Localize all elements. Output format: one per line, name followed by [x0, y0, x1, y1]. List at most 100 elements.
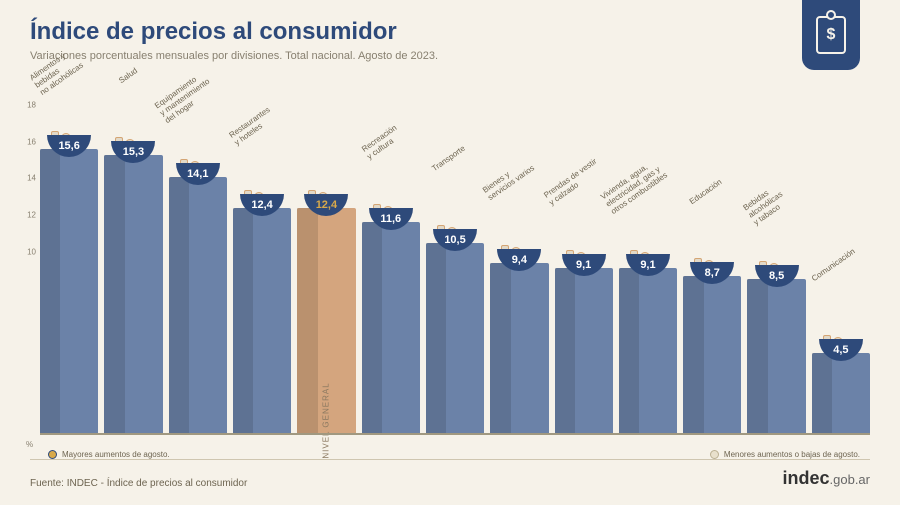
- bar-category-icon: 15,6: [47, 113, 91, 157]
- bar-label: Bebidasalcohólicasy tabaco: [742, 183, 790, 227]
- bar-label: Educación: [689, 178, 725, 207]
- bar-shadow: [40, 149, 60, 435]
- bar-category-icon: 11,6: [369, 186, 413, 230]
- bar-wrap: 9,1Vivienda, agua,electricidad, gas yotr…: [619, 105, 677, 435]
- legend-dot-low: [710, 450, 719, 459]
- bars-container: 15,6Alimentos ybebidasno alcohólicas15,3…: [40, 105, 870, 435]
- bar-label: Recreacióny cultura: [360, 124, 403, 162]
- price-tag-icon: $: [816, 16, 846, 54]
- value-bowl: 12,4: [304, 194, 348, 216]
- bar-label: Transporte: [431, 144, 467, 173]
- page-subtitle: Variaciones porcentuales mensuales por d…: [30, 50, 870, 62]
- bar-shadow: [619, 268, 639, 435]
- value-bowl: 14,1: [176, 163, 220, 185]
- bar: 9,1Vivienda, agua,electricidad, gas yotr…: [619, 268, 677, 435]
- nivel-general-label: NIVEL GENERAL: [322, 382, 331, 458]
- bar-wrap: 14,1Equipamientoy mantenimientodel hogar: [169, 105, 227, 435]
- bar-wrap: NIVEL GENERAL12,4: [297, 105, 355, 435]
- bar-wrap: 10,5 Transporte: [426, 105, 484, 435]
- header: Índice de precios al consumidor Variacio…: [0, 0, 900, 68]
- legend-low-text: Menores aumentos o bajas de agosto.: [724, 450, 860, 459]
- bar: 8,5Bebidasalcohólicasy tabaco: [747, 279, 805, 435]
- bar-wrap: 12,4Restaurantesy hoteles: [233, 105, 291, 435]
- bar-category-icon: 12,4: [304, 172, 348, 216]
- bar-shadow: [362, 222, 382, 435]
- value-bowl: 9,4: [497, 249, 541, 271]
- bar-label: Equipamientoy mantenimientodel hogar: [153, 70, 216, 125]
- logo-bold: indec: [783, 468, 830, 488]
- bar: 12,4Restaurantesy hoteles: [233, 208, 291, 435]
- value-bowl: 15,3: [111, 141, 155, 163]
- bar-category-icon: 12,4: [240, 172, 284, 216]
- bar-wrap: 4,5 Comunicación: [812, 105, 870, 435]
- value-bowl: 11,6: [369, 208, 413, 230]
- legend-right: Menores aumentos o bajas de agosto.: [710, 450, 860, 459]
- bar-wrap: 8,7 Educación: [683, 105, 741, 435]
- bar-category-icon: 9,1: [562, 232, 606, 276]
- bar-shadow: [233, 208, 253, 435]
- bar: 14,1Equipamientoy mantenimientodel hogar: [169, 177, 227, 436]
- bar-wrap: 15,3Salud: [104, 105, 162, 435]
- bar-wrap: 8,5Bebidasalcohólicasy tabaco: [747, 105, 805, 435]
- bar: 4,5Comunicación: [812, 353, 870, 436]
- legend-high-text: Mayores aumentos de agosto.: [62, 450, 170, 459]
- y-tick: 14: [27, 174, 36, 183]
- bar: 8,7Educación: [683, 276, 741, 436]
- value-bowl: 4,5: [819, 339, 863, 361]
- bar-shadow: [426, 243, 446, 436]
- bar-category-icon: 15,3: [111, 119, 155, 163]
- value-bowl: 10,5: [433, 229, 477, 251]
- bar-chart: 1012141618 % 15,6Alimentos ybebidasno al…: [40, 105, 870, 435]
- bar: NIVEL GENERAL12,4: [297, 208, 355, 435]
- bar-shadow: [104, 155, 124, 436]
- bar-category-icon: 9,1: [626, 232, 670, 276]
- logo-light: .gob.ar: [830, 472, 870, 487]
- bar-category-icon: 4,5: [819, 317, 863, 361]
- value-bowl: 15,6: [47, 135, 91, 157]
- value-bowl: 9,1: [626, 254, 670, 276]
- price-tag-badge: $: [802, 0, 860, 70]
- bar-shadow: [747, 279, 767, 435]
- bar-category-icon: 9,4: [497, 227, 541, 271]
- y-tick: 10: [27, 247, 36, 256]
- value-bowl: 8,5: [755, 265, 799, 287]
- y-tick: 12: [27, 211, 36, 220]
- bar-label: Prendas de vestiry calzado: [542, 158, 603, 208]
- bar-wrap: 9,4Bienes yservicios varios: [490, 105, 548, 435]
- bar-wrap: 15,6Alimentos ybebidasno alcohólicas: [40, 105, 98, 435]
- bar-shadow: [812, 353, 832, 436]
- page-title: Índice de precios al consumidor: [30, 18, 870, 46]
- y-tick: 16: [27, 137, 36, 146]
- legend-dot-high: [48, 450, 57, 459]
- bar: 9,4Bienes yservicios varios: [490, 263, 548, 435]
- bar-wrap: 9,1Prendas de vestiry calzado: [555, 105, 613, 435]
- y-axis: 1012141618: [18, 105, 40, 435]
- bar-shadow: [297, 208, 317, 435]
- bar: 15,6Alimentos ybebidasno alcohólicas: [40, 149, 98, 435]
- indec-logo: indec.gob.ar: [783, 468, 871, 489]
- bar: 10,5Transporte: [426, 243, 484, 436]
- footer: Fuente: INDEC - Índice de precios al con…: [30, 459, 870, 489]
- bar-category-icon: 10,5: [433, 207, 477, 251]
- bar-shadow: [555, 268, 575, 435]
- bar-category-icon: 8,7: [690, 240, 734, 284]
- bar-label: Bienes yservicios varios: [482, 156, 537, 202]
- y-axis-unit: %: [26, 440, 33, 449]
- baseline: [40, 433, 870, 435]
- bar: 15,3Salud: [104, 155, 162, 436]
- bar-shadow: [169, 177, 189, 436]
- bar-shadow: [490, 263, 510, 435]
- legend-high: Mayores aumentos de agosto.: [48, 450, 170, 459]
- value-bowl: 8,7: [690, 262, 734, 284]
- value-bowl: 9,1: [562, 254, 606, 276]
- bar: 11,6Recreacióny cultura: [362, 222, 420, 435]
- bar-wrap: 11,6 Recreacióny cultura: [362, 105, 420, 435]
- bar-category-icon: 8,5: [755, 243, 799, 287]
- legend-low: Menores aumentos o bajas de agosto.: [710, 450, 860, 459]
- value-bowl: 12,4: [240, 194, 284, 216]
- bar-label: Comunicación: [811, 247, 858, 283]
- legend-left: Mayores aumentos de agosto.: [48, 450, 170, 459]
- y-tick: 18: [27, 101, 36, 110]
- bar-label: Restaurantesy hoteles: [228, 106, 277, 148]
- bar-shadow: [683, 276, 703, 436]
